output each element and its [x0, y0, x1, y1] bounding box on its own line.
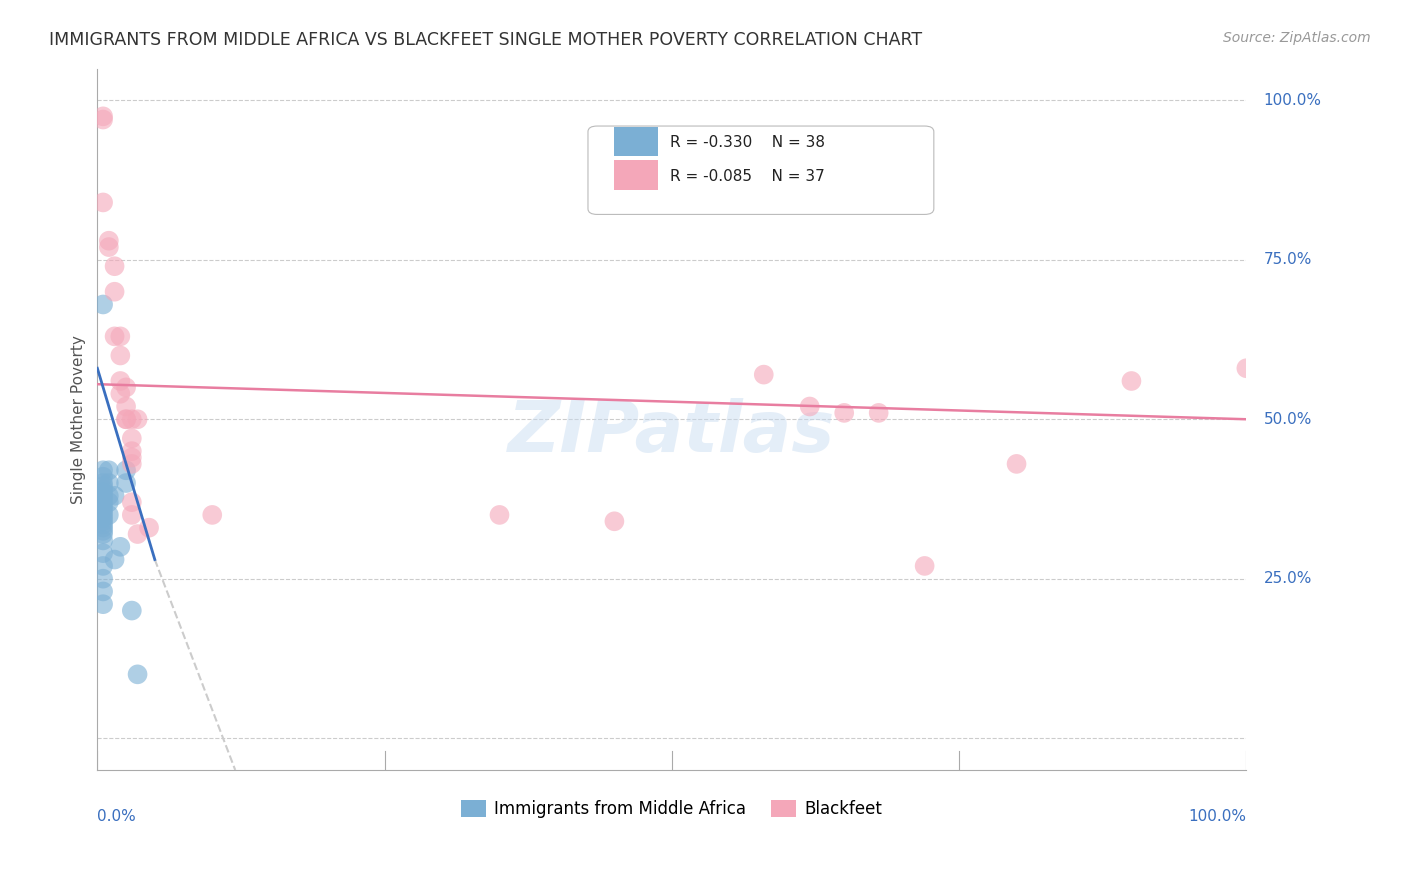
- Point: [121, 457, 143, 471]
- Point: [91, 109, 114, 123]
- Point: [110, 329, 132, 343]
- Point: [91, 476, 114, 491]
- Point: [91, 527, 114, 541]
- Point: [97, 495, 120, 509]
- Point: [91, 499, 114, 513]
- Bar: [614, 127, 658, 156]
- Point: [97, 463, 120, 477]
- Y-axis label: Single Mother Poverty: Single Mother Poverty: [72, 334, 86, 504]
- Point: [91, 511, 114, 525]
- Text: R = -0.330    N = 38: R = -0.330 N = 38: [669, 136, 824, 151]
- Point: [832, 406, 855, 420]
- FancyBboxPatch shape: [588, 126, 934, 214]
- Point: [121, 603, 143, 617]
- Point: [91, 533, 114, 548]
- Point: [91, 485, 114, 500]
- Point: [121, 444, 143, 458]
- Text: 100.0%: 100.0%: [1188, 808, 1246, 823]
- Point: [97, 240, 120, 254]
- Point: [115, 412, 138, 426]
- Text: R = -0.085    N = 37: R = -0.085 N = 37: [669, 169, 824, 184]
- Text: ZIPatlas: ZIPatlas: [508, 398, 835, 467]
- Point: [91, 112, 114, 127]
- Point: [91, 514, 114, 528]
- Point: [121, 495, 143, 509]
- Point: [91, 597, 114, 611]
- Point: [97, 508, 120, 522]
- Point: [914, 558, 936, 573]
- Point: [97, 476, 120, 491]
- Point: [115, 400, 138, 414]
- Point: [91, 505, 114, 519]
- Point: [127, 527, 149, 541]
- Point: [1121, 374, 1143, 388]
- Point: [1005, 457, 1028, 471]
- Point: [91, 195, 114, 210]
- Point: [127, 667, 149, 681]
- Point: [121, 450, 143, 465]
- Text: 0.0%: 0.0%: [97, 808, 136, 823]
- Point: [91, 501, 114, 516]
- Point: [488, 508, 510, 522]
- Text: 25.0%: 25.0%: [1264, 571, 1312, 586]
- Point: [121, 508, 143, 522]
- Point: [201, 508, 224, 522]
- Point: [110, 386, 132, 401]
- Point: [603, 514, 626, 528]
- Point: [110, 540, 132, 554]
- Point: [91, 584, 114, 599]
- Text: IMMIGRANTS FROM MIDDLE AFRICA VS BLACKFEET SINGLE MOTHER POVERTY CORRELATION CHA: IMMIGRANTS FROM MIDDLE AFRICA VS BLACKFE…: [49, 31, 922, 49]
- Legend: Immigrants from Middle Africa, Blackfeet: Immigrants from Middle Africa, Blackfeet: [454, 793, 889, 825]
- Point: [115, 476, 138, 491]
- Point: [103, 552, 125, 566]
- Point: [91, 469, 114, 483]
- Point: [1234, 361, 1257, 376]
- Point: [138, 521, 160, 535]
- Point: [91, 489, 114, 503]
- Point: [127, 412, 149, 426]
- Point: [868, 406, 890, 420]
- Point: [91, 524, 114, 538]
- Point: [97, 489, 120, 503]
- Point: [103, 329, 125, 343]
- Point: [91, 572, 114, 586]
- Point: [91, 508, 114, 522]
- Text: 100.0%: 100.0%: [1264, 93, 1322, 108]
- Text: 75.0%: 75.0%: [1264, 252, 1312, 268]
- Point: [103, 285, 125, 299]
- Point: [91, 517, 114, 532]
- Point: [103, 259, 125, 273]
- Point: [121, 431, 143, 445]
- Point: [115, 380, 138, 394]
- Point: [91, 463, 114, 477]
- Point: [97, 234, 120, 248]
- Point: [91, 546, 114, 560]
- Point: [110, 349, 132, 363]
- Point: [115, 412, 138, 426]
- Point: [115, 463, 138, 477]
- Point: [799, 400, 821, 414]
- Text: 50.0%: 50.0%: [1264, 412, 1312, 426]
- Point: [91, 297, 114, 311]
- Text: Source: ZipAtlas.com: Source: ZipAtlas.com: [1223, 31, 1371, 45]
- Point: [752, 368, 775, 382]
- Point: [91, 483, 114, 497]
- Point: [103, 489, 125, 503]
- Point: [91, 558, 114, 573]
- Bar: [614, 161, 658, 190]
- Point: [91, 479, 114, 493]
- Point: [91, 491, 114, 506]
- Point: [91, 495, 114, 509]
- Point: [91, 521, 114, 535]
- Point: [121, 412, 143, 426]
- Point: [110, 374, 132, 388]
